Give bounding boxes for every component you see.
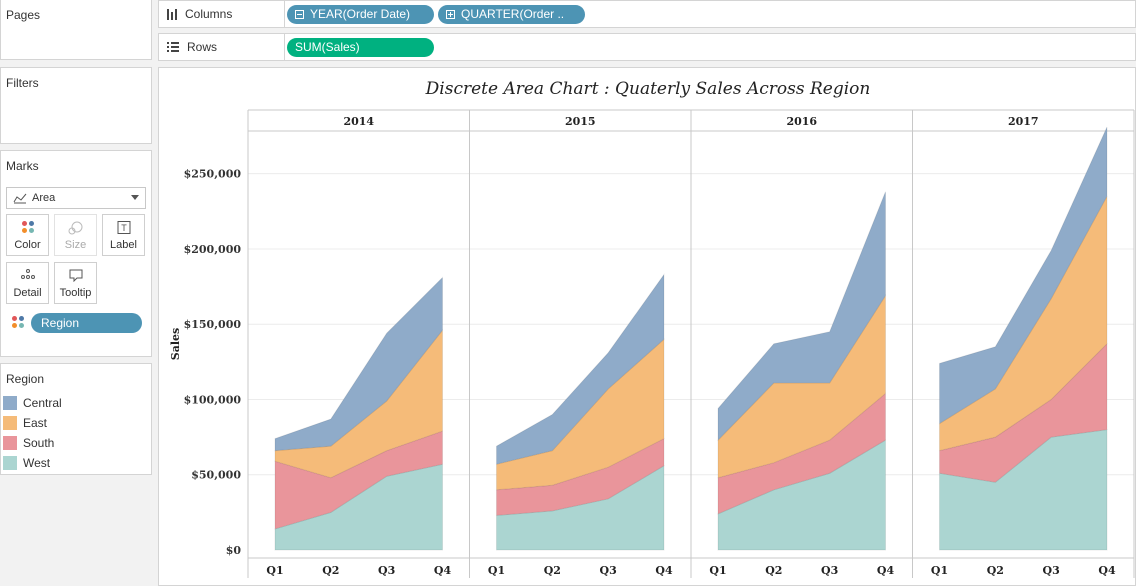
columns-shelf-label: Columns [167,7,232,21]
legend-label: Central [23,396,62,410]
legend-item-central[interactable]: Central [3,396,62,410]
columns-label-text: Columns [185,7,233,21]
y-tick-label: $100,000 [184,393,242,406]
x-tick-label: Q3 [378,564,395,577]
area-east-2014 [274,328,443,479]
x-tick-label: Q3 [600,564,617,577]
chart-title: Discrete Area Chart : Quaterly Sales Acr… [425,79,871,99]
chevron-down-icon [131,195,139,200]
year-header-2017: 2017 [1008,115,1039,128]
x-tick-label: Q2 [544,564,561,577]
tooltip-button-label: Tooltip [59,287,92,299]
marks-card: Marks Area Color Size T Label Detail Too… [0,150,152,357]
color-button[interactable]: Color [6,214,49,256]
color-field-icon [12,316,24,328]
label-icon: T [117,221,130,234]
x-tick-label: Q2 [322,564,339,577]
pages-title: Pages [6,8,41,22]
collapse-icon [295,10,304,19]
legend-swatch [3,456,17,470]
region-color-pill[interactable]: Region [31,313,142,333]
y-tick-label: $50,000 [191,469,241,482]
x-tick-label: Q4 [655,564,673,577]
sum-sales-pill[interactable]: SUM(Sales) [287,38,434,57]
x-tick-label: Q3 [821,564,838,577]
year-header-2015: 2015 [565,115,596,128]
label-button-label: Label [110,239,137,251]
filters-card[interactable]: Filters [0,67,152,144]
legend-label: South [23,436,55,450]
area-central-2016 [717,191,886,442]
year-header-2016: 2016 [786,115,817,128]
detail-button[interactable]: Detail [6,262,49,304]
pill-label: YEAR(Order Date) [310,7,411,21]
legend-swatch [3,416,17,430]
shelf-divider [284,1,285,27]
year-header-2014: 2014 [343,115,374,128]
x-tick-label: Q2 [987,564,1004,577]
columns-icon [167,8,177,20]
legend-title: Region [6,372,45,386]
filters-title: Filters [6,76,39,90]
x-tick-label: Q4 [434,564,452,577]
mark-type-dropdown[interactable]: Area [6,187,146,209]
x-tick-label: Q1 [709,564,726,577]
year-order-date-pill[interactable]: YEAR(Order Date) [287,5,434,24]
x-tick-label: Q2 [765,564,782,577]
x-tick-label: Q1 [488,564,505,577]
area-chart: $0 $50,000 $100,000 $150,000 $200,000 $250,00… [169,109,1135,578]
area-chart-icon [13,193,27,203]
y-tick-label: $150,000 [184,318,242,331]
region-legend-card: Region Central East South West [0,363,152,475]
legend-swatch [3,436,17,450]
y-axis-label: Sales [169,328,182,360]
legend-item-west[interactable]: West [3,456,50,470]
y-tick-label: $200,000 [184,243,242,256]
rows-shelf[interactable]: Rows SUM(Sales) [158,33,1136,61]
legend-label: East [23,416,48,430]
size-icon [68,221,82,235]
area-east-2015 [496,338,665,491]
pill-label: QUARTER(Order .. [461,7,565,21]
columns-shelf[interactable]: Columns YEAR(Order Date) QUARTER(Order .… [158,0,1136,28]
expand-icon [446,10,455,19]
legend-label: West [23,456,51,470]
area-south-2016 [717,392,886,515]
area-central-2017 [939,126,1108,425]
area-east-2016 [717,293,886,479]
x-tick-label: Q4 [877,564,895,577]
legend-swatch [3,396,17,410]
svg-text:T: T [121,223,127,233]
area-central-2015 [496,272,665,465]
legend-item-east[interactable]: East [3,416,47,430]
marks-title: Marks [6,159,39,173]
tooltip-icon [69,269,82,282]
x-tick-label: Q1 [931,564,948,577]
x-tick-label: Q3 [1043,564,1060,577]
tooltip-button[interactable]: Tooltip [54,262,97,304]
x-tick-label: Q4 [1098,564,1116,577]
quarter-order-date-pill[interactable]: QUARTER(Order .. [438,5,585,24]
label-button[interactable]: T Label [102,214,145,256]
detail-button-label: Detail [13,287,42,299]
rows-label-text: Rows [187,40,218,54]
y-tick-label: $0 [226,544,242,557]
chart-view: Discrete Area Chart : Quaterly Sales Acr… [158,67,1136,586]
shelf-divider [284,34,285,60]
mark-type-value: Area [32,192,56,204]
y-tick-label: $250,000 [184,168,242,181]
rows-shelf-label: Rows [167,40,217,54]
pages-card[interactable]: Pages [0,0,152,60]
color-button-label: Color [14,239,41,251]
detail-icon [20,269,35,279]
area-central-2014 [274,276,443,452]
color-icon [21,221,34,233]
legend-item-south[interactable]: South [3,436,54,450]
size-button-label: Size [64,239,87,251]
area-south-2015 [496,437,665,516]
rows-icon [167,42,179,52]
size-button[interactable]: Size [54,214,97,256]
x-tick-label: Q1 [266,564,283,577]
